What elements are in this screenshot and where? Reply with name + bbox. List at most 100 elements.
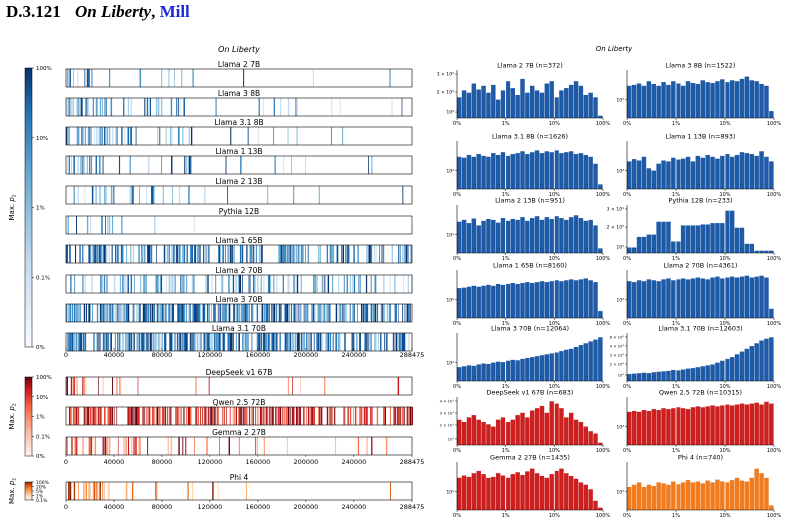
barcode-mark <box>173 245 175 263</box>
barcode-mark <box>274 156 276 174</box>
barcode-mark <box>127 127 129 145</box>
panel-title: Phi 4 <box>230 473 249 482</box>
histogram-bar <box>769 337 774 381</box>
barcode-mark <box>207 245 209 263</box>
barcode-mark <box>258 98 260 116</box>
barcode-mark <box>128 333 130 351</box>
barcode-mark <box>121 127 123 145</box>
barcode-mark <box>370 333 373 351</box>
panel-title: Llama 3.1 8B <box>214 118 263 127</box>
barcode-mark <box>312 304 314 322</box>
histogram-title: DeepSeek v1 67B (n=683) <box>487 389 574 397</box>
barcode-mark <box>289 304 291 322</box>
histogram-bar <box>764 156 769 189</box>
barcode-mark <box>215 275 217 293</box>
barcode-mark <box>188 127 191 145</box>
colorbar-tick-label: 0% <box>36 345 45 351</box>
barcode-mark <box>396 333 398 351</box>
barcode-mark <box>204 407 206 425</box>
histogram-bar <box>666 161 671 189</box>
barcode-mark <box>114 333 116 351</box>
x-tick-label: 160000 <box>245 458 270 466</box>
barcode-mark <box>66 98 68 116</box>
barcode-mark <box>77 333 79 351</box>
barcode-mark <box>243 69 245 87</box>
histogram-bar <box>734 404 740 445</box>
histogram-bar <box>685 409 691 445</box>
panel-title: Gemma 2 27B <box>212 428 266 437</box>
barcode-mark <box>169 333 171 351</box>
barcode-mark <box>146 98 149 116</box>
barcode-mark <box>74 304 75 322</box>
x-tick-label: 1% <box>672 121 680 127</box>
y-tick-label: 3 × 10¹ <box>607 207 625 213</box>
histogram-bar <box>457 97 462 118</box>
barcode-mark <box>251 333 253 351</box>
histogram-bar <box>573 478 579 510</box>
histogram-bar <box>539 219 545 253</box>
histogram-panel: 0% 1% 10% 100%10² <box>446 270 610 327</box>
barcode-mark <box>166 275 167 293</box>
histogram-bar <box>466 476 472 510</box>
barcode-mark <box>182 245 185 263</box>
barcode-mark <box>299 407 302 425</box>
barcode-mark <box>259 333 261 351</box>
barcode-mark <box>110 333 112 351</box>
histogram-bar <box>559 153 564 189</box>
barcode-mark <box>161 407 164 425</box>
barcode-mark <box>124 304 126 322</box>
barcode-mark <box>95 156 98 174</box>
barcode-mark <box>208 377 210 395</box>
histogram-bar <box>641 156 647 189</box>
barcode-mark <box>353 407 355 425</box>
histogram-bar <box>749 243 754 253</box>
histogram-bar <box>725 404 730 445</box>
panel-background <box>66 98 412 116</box>
barcode-mark <box>245 304 247 322</box>
barcode-mark <box>344 275 345 293</box>
histogram-bar <box>769 403 774 445</box>
barcode-mark <box>248 407 251 425</box>
barcode-mark <box>102 98 103 116</box>
barcode-mark <box>189 407 191 425</box>
barcode-mark <box>184 156 186 174</box>
barcode-mark <box>299 333 300 351</box>
barcode-mark <box>219 333 221 351</box>
barcode-mark <box>99 304 102 322</box>
histogram-bar <box>544 217 550 253</box>
histogram-bar <box>739 78 745 118</box>
barcode-mark <box>159 275 161 293</box>
barcode-mark <box>130 127 133 145</box>
barcode-mark <box>331 127 332 145</box>
histogram-bar <box>505 360 511 381</box>
barcode-mark <box>105 98 107 116</box>
barcode-mark <box>115 304 117 322</box>
histogram-bar <box>549 281 554 318</box>
histogram-bar <box>769 161 774 189</box>
barcode-mark <box>312 304 315 322</box>
x-tick-label: 0 <box>64 503 68 511</box>
x-tick-label: 0% <box>453 321 461 327</box>
barcode-mark <box>157 127 159 145</box>
histogram-bar <box>500 152 506 189</box>
barcode-mark <box>378 245 380 263</box>
barcode-mark <box>111 407 113 425</box>
barcode-mark <box>82 377 84 395</box>
barcode-mark <box>68 407 71 425</box>
histogram-bar <box>515 219 520 253</box>
histogram-bar <box>636 280 642 318</box>
barcode-mark <box>350 407 351 425</box>
barcode-mark <box>278 304 280 322</box>
histogram-bar <box>661 82 666 118</box>
barcode-mark <box>343 275 344 293</box>
histogram-bar <box>646 168 652 189</box>
histogram-bar <box>695 83 701 118</box>
histogram-bar <box>534 408 540 445</box>
barcode-mark <box>162 304 165 322</box>
author-link[interactable]: Mill <box>159 2 190 21</box>
histogram-bar <box>593 97 598 118</box>
histogram-bar <box>491 219 496 253</box>
histogram-bar <box>471 365 477 381</box>
y-tick-label: 3 × 10² <box>610 353 625 358</box>
histogram-bar <box>461 475 467 510</box>
